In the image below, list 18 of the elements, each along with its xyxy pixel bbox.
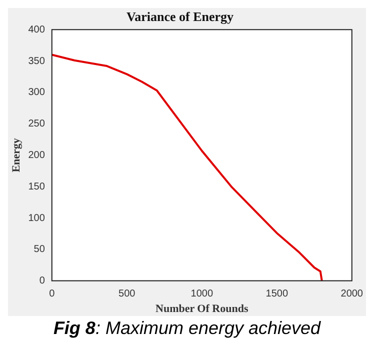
y-tick-label: 400	[28, 24, 46, 36]
y-tick-label: 350	[28, 56, 46, 67]
x-tick-label: 0	[49, 288, 56, 300]
x-tick-label: 500	[118, 288, 136, 300]
chart-title: Variance of Energy	[126, 9, 234, 24]
x-axis-title: Number Of Rounds	[156, 303, 249, 316]
y-tick-label: 300	[28, 87, 46, 98]
y-axis-title: Energy	[10, 138, 22, 172]
y-tick-label: 0	[39, 276, 46, 287]
y-tick-label: 200	[28, 150, 46, 161]
x-tick-label: 2000	[340, 288, 364, 300]
x-tick-label: 1000	[190, 288, 214, 300]
y-tick-label: 50	[34, 244, 46, 256]
y-tick-label: 250	[28, 118, 46, 130]
y-tick-label: 100	[28, 212, 46, 224]
y-tick-label: 150	[28, 181, 46, 192]
caption: Fig 8: Maximum energy achieved	[53, 318, 321, 338]
x-tick-label: 1500	[266, 288, 288, 300]
